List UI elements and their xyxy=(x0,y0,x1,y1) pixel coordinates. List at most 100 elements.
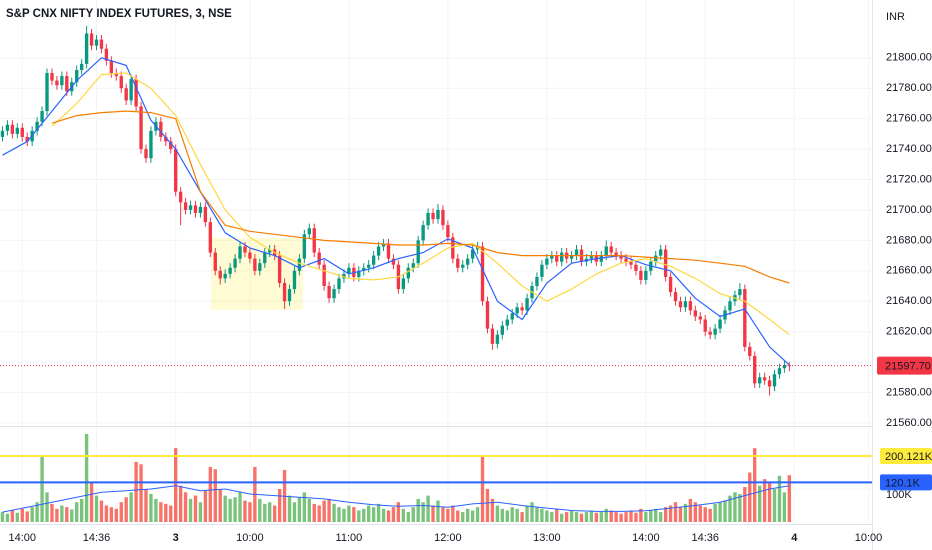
volume-bar xyxy=(114,508,118,522)
candle-body xyxy=(654,255,658,262)
y-tick-label: 21720.00 xyxy=(886,173,932,185)
candle-body xyxy=(297,258,302,271)
candle-body xyxy=(767,380,772,387)
y-tick-label: 21780.00 xyxy=(886,82,932,94)
volume-bar xyxy=(772,489,777,522)
volume-bar xyxy=(79,498,84,522)
volume-bar xyxy=(144,489,148,522)
volume-bar xyxy=(748,472,752,522)
volume-bar xyxy=(178,485,183,522)
candle-body xyxy=(109,60,114,74)
candle-body xyxy=(327,286,331,299)
candle-body xyxy=(634,264,638,271)
candle-body xyxy=(268,249,272,253)
moving-average xyxy=(51,72,790,336)
volume-bar xyxy=(20,508,24,522)
candle-body xyxy=(569,255,574,259)
candle-body xyxy=(490,328,495,344)
volume-bar xyxy=(495,505,500,522)
y-tick-label: 21620.00 xyxy=(886,326,932,338)
volume-bar xyxy=(451,505,455,522)
volume-bar xyxy=(243,500,247,522)
x-tick-label: 11:00 xyxy=(336,532,363,544)
volume-bar xyxy=(5,513,10,522)
candle-body xyxy=(228,267,232,274)
x-tick-label: 14:36 xyxy=(691,532,719,544)
candle-body xyxy=(119,76,123,89)
volume-bar xyxy=(376,503,381,522)
volume-bar xyxy=(134,461,138,522)
volume-bar xyxy=(614,512,618,522)
volume-bar xyxy=(465,508,470,522)
volume-bar xyxy=(357,510,361,522)
candle-body xyxy=(149,130,153,159)
candle-body xyxy=(292,270,297,290)
volume-bar xyxy=(104,505,109,522)
volume-bar xyxy=(644,512,648,522)
candle-body xyxy=(683,301,688,308)
volume-bar xyxy=(708,508,712,522)
volume-bar xyxy=(347,505,351,522)
candle-body xyxy=(678,301,683,308)
candle-body xyxy=(391,258,396,265)
volume-bar xyxy=(663,507,668,522)
candle-body xyxy=(258,263,262,271)
candle-body xyxy=(753,356,757,384)
volume-bar xyxy=(456,510,460,522)
candle-body xyxy=(124,88,128,101)
candle-body xyxy=(535,276,539,287)
candle-body xyxy=(386,243,391,259)
volume-bar xyxy=(723,500,727,522)
candle-body xyxy=(465,258,470,265)
currency: INR xyxy=(886,11,905,23)
volume-bar xyxy=(0,512,5,522)
candle-body xyxy=(50,73,54,81)
volume-bar xyxy=(292,502,297,522)
candle-body xyxy=(505,319,509,326)
volume-bar xyxy=(391,507,396,522)
candle-body xyxy=(624,258,628,262)
volume-bar xyxy=(406,512,410,522)
candle-body xyxy=(451,237,455,259)
candle-body xyxy=(208,222,213,253)
y-tick-label: 21660.00 xyxy=(886,265,932,277)
volume-bar xyxy=(169,505,173,522)
volume-bar xyxy=(233,497,237,522)
candle-body xyxy=(25,136,29,142)
candle-body xyxy=(446,225,450,238)
x-tick-label: 14:00 xyxy=(632,532,660,544)
candle-body xyxy=(762,377,767,381)
volume-bar xyxy=(60,505,64,522)
volume-bar xyxy=(10,510,15,522)
x-tick-label: 4 xyxy=(791,532,798,544)
candle-body xyxy=(743,289,747,347)
candle-body xyxy=(614,252,618,256)
x-tick-label: 10:00 xyxy=(236,532,264,544)
volume-bar xyxy=(124,497,128,522)
candle-body xyxy=(456,258,460,268)
volume-bar xyxy=(490,498,495,522)
candle-body xyxy=(480,246,485,302)
candle-body xyxy=(367,264,371,268)
candle-body xyxy=(515,307,519,314)
candle-body xyxy=(347,267,351,274)
y-tick-label: 21760.00 xyxy=(886,113,932,125)
volume-bar xyxy=(470,510,475,522)
volume-bar xyxy=(609,510,613,522)
y-tick-label: 21800.00 xyxy=(886,52,932,64)
candle-body xyxy=(302,234,307,259)
x-tick-label: 14:36 xyxy=(83,532,111,544)
volume-bar xyxy=(782,492,787,522)
candle-body xyxy=(381,243,386,247)
candle-body xyxy=(663,249,668,277)
candle-body xyxy=(782,365,787,369)
volume-bar xyxy=(223,495,227,522)
volume-bar xyxy=(297,497,302,522)
volume-bar xyxy=(193,495,198,522)
candle-body xyxy=(599,255,603,262)
candle-body xyxy=(560,252,564,262)
volume-level-box xyxy=(880,474,932,491)
candle-body xyxy=(357,270,361,277)
volume-bar xyxy=(45,492,49,522)
candle-body xyxy=(65,76,69,92)
